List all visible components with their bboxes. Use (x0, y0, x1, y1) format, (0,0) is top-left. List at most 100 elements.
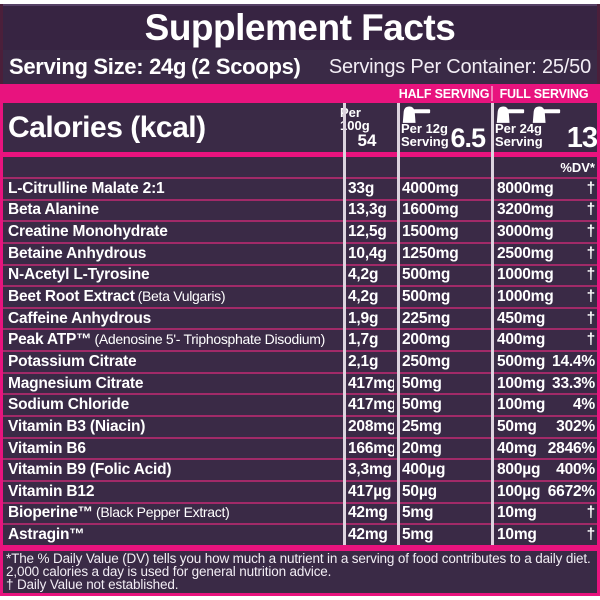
ingredient-subname: (Adenosine 5'- Triphosphate Disodium) (94, 331, 325, 348)
column-divider (397, 103, 400, 545)
daily-value: † (586, 266, 596, 284)
ingredient-name: N-Acetyl L-Tyrosine (8, 266, 150, 284)
table-row: Vitamin B3 (Niacin) 208mg 25mg 50mg 302% (0, 415, 600, 437)
serving-columns-bar: HALF SERVING FULL SERVING (0, 84, 600, 103)
ingredient-name: L-Citrulline Malate 2:1 (8, 179, 165, 197)
title-bar: Supplement Facts (0, 6, 600, 50)
daily-value: † (586, 223, 596, 241)
serving-size-scoops: (2 Scoops) (191, 54, 301, 79)
full-serving-value: 100mg (497, 374, 546, 392)
ingredient-name: Astragin™ (8, 526, 85, 544)
half-serving-value: 1500mg (402, 223, 459, 241)
ingredient-name: Vitamin B3 (Niacin) (8, 417, 146, 435)
table-row: Betaine Anhydrous 10,4g 1250mg 2500mg † (0, 241, 600, 264)
full-serving-value: 500mg (497, 352, 546, 370)
daily-value: † (586, 244, 596, 262)
full-serving-value: 1000mg (497, 288, 554, 306)
full-serving-value: 100µg (497, 482, 541, 500)
ingredient-name: Vitamin B12 (8, 482, 95, 500)
servings-per-container: Servings Per Container: 25/50 (328, 55, 591, 78)
footnote-not-established: † Daily Value not established. (6, 577, 179, 592)
full-serving-value: 50mg (497, 417, 537, 435)
half-serving-value: 4000mg (402, 179, 459, 197)
scoop-icon (496, 106, 525, 123)
half-serving-value: 400µg (402, 461, 446, 479)
full-serving-value: 100mg (497, 396, 546, 414)
ingredient-name: Beta Alanine (8, 201, 99, 219)
ingredient-subname: (Beta Vulgaris) (137, 288, 226, 305)
full-serving-value: 2500mg (497, 244, 554, 262)
calories-half-serving: Per 12g Serving 6.5 (394, 103, 488, 152)
per-100g-value: 417mg (348, 396, 394, 414)
ingredient-name: Vitamin B6 (8, 439, 86, 457)
full-serving-value: 3200mg (497, 201, 554, 219)
column-divider (343, 103, 346, 545)
per-100g-value: 42mg (348, 504, 388, 522)
scoop-icon (402, 106, 431, 123)
per-100g-value: 208mg (348, 417, 394, 435)
full-serving-value: 10mg (497, 504, 537, 522)
full-serving-header: FULL SERVING (499, 86, 589, 101)
calories-row: Calories (kcal) Per 100g 54 Per 12g Serv… (0, 103, 600, 157)
daily-value: 2846% (547, 439, 595, 457)
full-serving-value: 3000mg (497, 223, 554, 241)
table-row: Beta Alanine 13,3g 1600mg 3200mg † (0, 198, 600, 221)
daily-value: 14.4% (552, 352, 595, 370)
table-row: Creatine Monohydrate 12,5g 1500mg 3000mg… (0, 220, 600, 242)
ingredient-name: Magnesium Citrate (8, 374, 144, 392)
half-serving-value: 50µg (402, 482, 437, 500)
per-100g-value: 33g (348, 179, 375, 197)
per-100g-value: 13,3g (348, 201, 387, 219)
full-serving-value: 800µg (497, 461, 541, 479)
half-serving-value: 5mg (402, 504, 434, 522)
per-100g-value: 166mg (348, 439, 394, 457)
calories-half-value: 6.5 (450, 123, 486, 153)
calories-half-bottom: Per 12g Serving 6.5 (401, 122, 486, 153)
half-scoop-icons (401, 105, 431, 124)
calories-label: Calories (kcal) (8, 110, 206, 144)
half-serving-value: 500mg (402, 266, 451, 284)
daily-value: 302% (556, 417, 595, 435)
half-serving-value: 20mg (402, 439, 442, 457)
calories-full-serving: Per 24g Serving 13 (488, 103, 600, 153)
daily-value: 4% (572, 396, 595, 414)
table-row: Astragin™ 42mg 5mg 10mg † (0, 523, 600, 545)
table-row: Vitamin B9 (Folic Acid) 3,3mg 400µg 800µ… (0, 458, 600, 480)
ingredient-rows: L-Citrulline Malate 2:1 33g 4000mg 8000m… (0, 177, 600, 545)
daily-value: † (586, 526, 596, 544)
ingredient-name: Vitamin B9 (Folic Acid) (8, 461, 172, 479)
daily-value-header: %DV* (560, 159, 595, 175)
daily-value: 6672% (547, 482, 595, 500)
page-title: Supplement Facts (144, 7, 456, 48)
label-border-left (0, 4, 3, 596)
per-100g-value: 2,1g (348, 352, 379, 370)
table-row: Peak ATP™ (Adenosine 5'- Triphosphate Dis… (0, 328, 600, 350)
full-serving-value: 1000mg (497, 266, 554, 284)
table-row: Bioperine™ (Black Pepper Extract) 42mg 5m… (0, 501, 600, 524)
calories-full-bottom: Per 24g Serving 13 (495, 122, 598, 152)
serving-info-row: Serving Size: 24g (2 Scoops) Servings Per… (0, 50, 600, 84)
half-serving-value: 25mg (402, 417, 442, 435)
table-row: Caffeine Anhydrous 1,9g 225mg 450mg † (0, 306, 600, 329)
per-100g-value: 1,9g (348, 309, 379, 327)
half-serving-value: 500mg (402, 288, 451, 306)
ingredient-name: Peak ATP™ (8, 331, 92, 349)
table-row: Vitamin B12 417µg 50µg 100µg 6672% (0, 479, 600, 502)
half-serving-value: 5mg (402, 526, 434, 544)
half-serving-value: 50mg (402, 374, 442, 392)
per-100g-value: 1,7g (348, 331, 379, 349)
ingredient-name: Bioperine™ (8, 504, 93, 522)
full-serving-value: 400mg (497, 331, 546, 349)
daily-value: † (586, 331, 596, 349)
calories-per-100g: Per 100g 54 (340, 103, 394, 152)
daily-value: † (586, 201, 596, 219)
full-serving-value: 8000mg (497, 179, 554, 197)
per-100g-value: 42mg (348, 526, 388, 544)
scoop-icon (532, 106, 561, 123)
daily-value: † (586, 179, 596, 197)
footnote-daily-value: *The % Daily Value (DV) tells you how mu… (6, 551, 591, 579)
serving-size-label: Serving Size: 24g (9, 54, 187, 79)
ingredient-subname: (Black Pepper Extract) (95, 504, 230, 521)
serving-columns-divider (491, 86, 493, 101)
